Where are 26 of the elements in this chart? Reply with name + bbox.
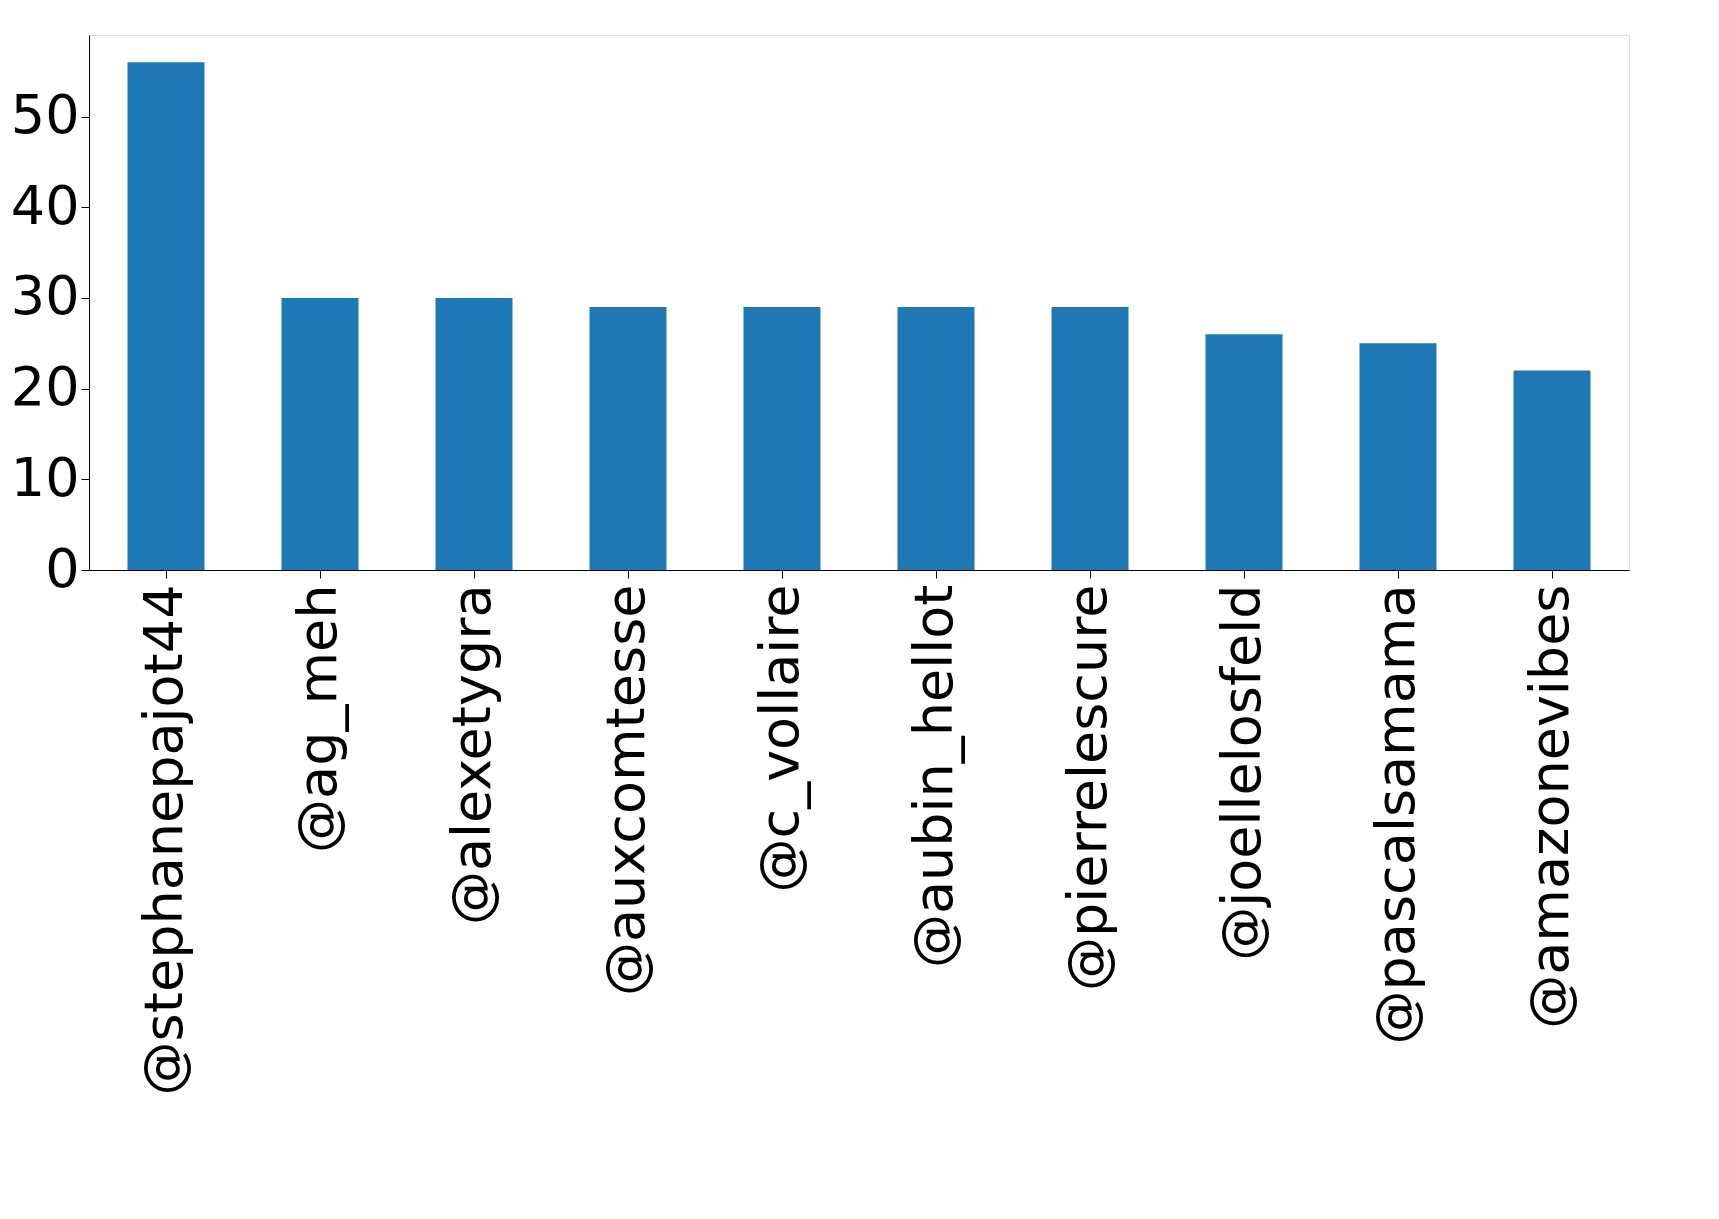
- x-tick-label: @c_vollaire: [748, 584, 811, 893]
- x-tick-label: @stephanepajot44: [132, 584, 195, 1096]
- x-tick-label: @ag_meh: [286, 584, 349, 853]
- bar: [1051, 307, 1129, 570]
- x-tick-label: @pascalsamama: [1364, 584, 1427, 1045]
- x-tick-label: @auxcomtesse: [594, 584, 657, 997]
- bar: [435, 297, 513, 570]
- x-tick-label: @pierrelescure: [1056, 584, 1119, 992]
- x-tick-label: @joellelosfeld: [1210, 584, 1273, 961]
- bar: [1513, 370, 1591, 570]
- y-tick-label: 0: [45, 536, 80, 600]
- x-tick-label: @amazonevibes: [1518, 584, 1581, 1029]
- y-tick-label: 10: [10, 445, 80, 509]
- bar: [127, 62, 205, 570]
- x-tick-label: @aubin_hellot: [902, 584, 965, 968]
- bar: [743, 307, 821, 570]
- y-tick-label: 20: [10, 355, 80, 419]
- bar: [589, 307, 667, 570]
- y-tick-label: 50: [10, 83, 80, 147]
- bar: [1359, 343, 1437, 570]
- y-tick-label: 30: [10, 264, 80, 328]
- y-tick-label: 40: [10, 173, 80, 237]
- bar: [281, 297, 359, 570]
- bar: [897, 307, 975, 570]
- bar: [1205, 334, 1283, 570]
- x-tick-label: @alexetygra: [440, 584, 503, 926]
